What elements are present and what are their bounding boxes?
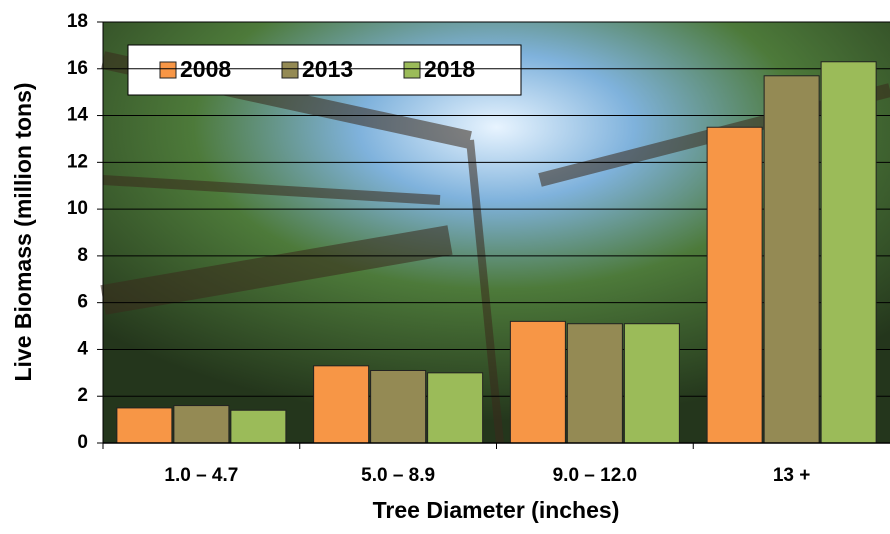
bar: [173, 405, 230, 444]
y-axis-title: Live Biomass (million tons): [10, 82, 36, 381]
x-axis-title: Tree Diameter (inches): [373, 497, 620, 523]
x-tick-label: 13 +: [773, 465, 811, 486]
bar: [763, 75, 820, 444]
y-tick-label: 10: [67, 198, 88, 219]
y-tick-label: 14: [67, 105, 89, 126]
legend-swatch: [403, 61, 421, 79]
bar: [566, 323, 623, 444]
x-tick-label: 9.0 – 12.0: [553, 465, 638, 486]
x-tick-label: 1.0 – 4.7: [164, 465, 238, 486]
bar: [230, 409, 287, 444]
bar: [820, 61, 877, 444]
bar: [313, 365, 370, 444]
y-tick-label: 8: [77, 245, 88, 266]
bar: [623, 323, 680, 444]
y-tick-label: 4: [77, 338, 88, 359]
y-tick-label: 0: [77, 432, 88, 453]
legend-box: [127, 44, 522, 96]
bar: [706, 126, 763, 444]
y-tick-label: 12: [67, 151, 88, 172]
bar: [116, 407, 173, 444]
legend-swatch: [281, 61, 299, 79]
y-tick-label: 16: [67, 58, 88, 79]
bar: [427, 372, 484, 444]
bar: [509, 320, 566, 444]
legend: 2008 2013 2018: [127, 44, 522, 96]
bar: [370, 369, 427, 444]
x-tick-label: 5.0 – 8.9: [361, 465, 435, 486]
legend-swatch: [159, 61, 177, 79]
y-tick-label: 2: [77, 385, 88, 406]
y-tick-label: 6: [77, 292, 88, 313]
y-tick-label: 18: [67, 11, 88, 32]
